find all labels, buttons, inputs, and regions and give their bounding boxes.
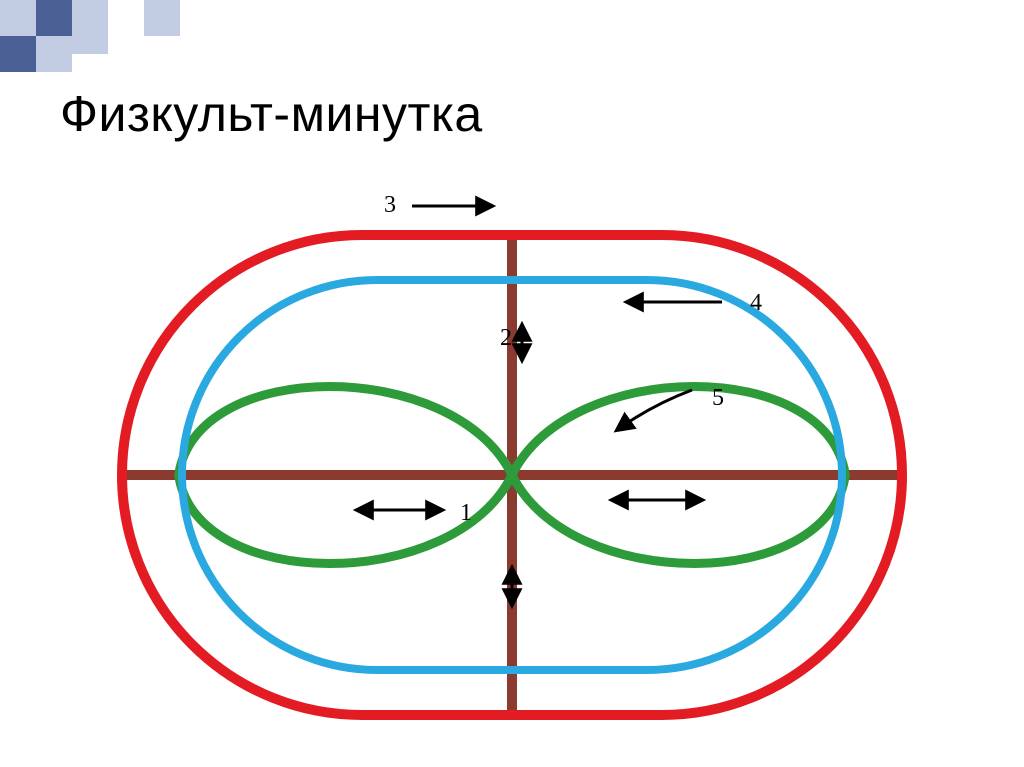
label-3: 3 — [384, 192, 396, 218]
corner-decoration — [0, 0, 200, 80]
eye-exercise-diagram: 1 2 3 4 5 — [82, 180, 942, 740]
label-5: 5 — [712, 385, 724, 411]
label-1: 1 — [460, 500, 472, 526]
slide-title: Физкульт-минутка — [60, 85, 483, 143]
label-4: 4 — [750, 290, 762, 316]
diagram-container: 1 2 3 4 5 — [82, 180, 942, 740]
label-2: 2 — [500, 325, 512, 351]
slide: Физкульт-минутка 1 2 3 4 5 — [0, 0, 1024, 767]
